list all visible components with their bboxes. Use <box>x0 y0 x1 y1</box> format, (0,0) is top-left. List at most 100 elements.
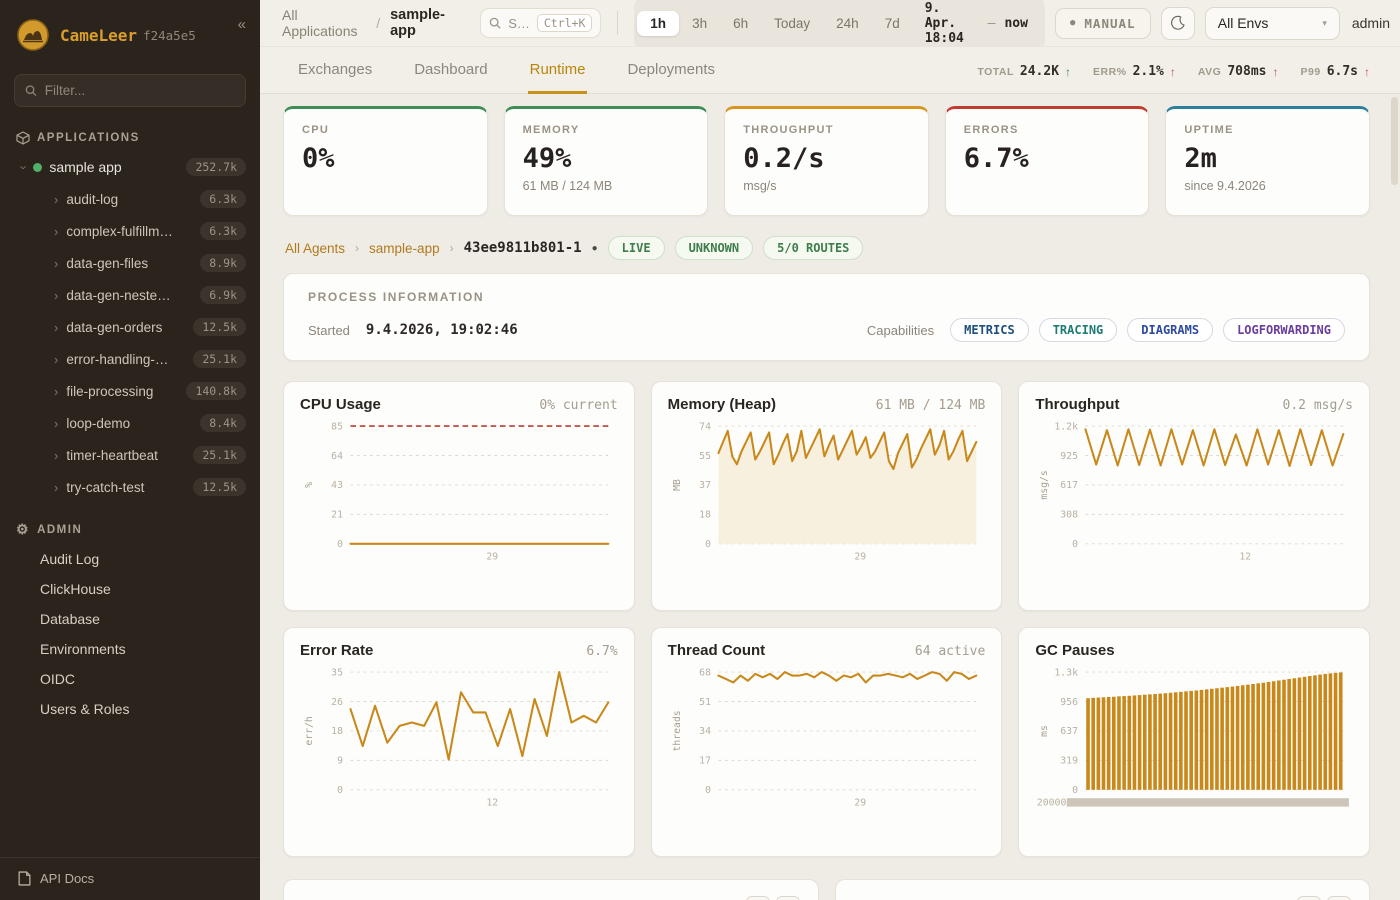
chart-canvas: 74 55 37 18 0 MB 29 <box>672 421 978 563</box>
capability-pill-tracing: TRACING <box>1038 318 1118 342</box>
breadcrumb-all-applications[interactable]: All Applications <box>282 7 358 39</box>
content-area: CPU 0% MEMORY 49% 61 MB / 124 MB THROUGHPUT 0.… <box>260 94 1400 900</box>
stat-value: 708ms <box>1227 64 1267 79</box>
chart-card-error-rate: Error Rate 6.7% 35 26 18 9 0 err/h 12 <box>283 627 635 857</box>
chart-current-value: 64 active <box>914 644 986 659</box>
sidebar-item-data-gen-orders[interactable]: › data-gen-orders 12.5k <box>0 311 260 343</box>
download-button[interactable] <box>1297 896 1321 900</box>
chart-header: Error Rate 6.7% <box>300 642 618 659</box>
sidebar-item-timer-heartbeat[interactable]: › timer-heartbeat 25.1k <box>0 439 260 471</box>
user-menu[interactable]: admin <box>1351 15 1390 31</box>
global-search[interactable]: S… Ctrl+K <box>480 8 602 38</box>
sidebar-item-data-gen-neste[interactable]: › data-gen-neste… 6.9k <box>0 279 260 311</box>
tab-runtime[interactable]: Runtime <box>527 49 588 94</box>
admin-item-users-roles[interactable]: Users & Roles <box>40 701 130 717</box>
stat-label: TOTAL <box>977 65 1014 78</box>
time-range-6h[interactable]: 6h <box>733 15 749 31</box>
refresh-button[interactable] <box>1327 896 1351 900</box>
count-badge: 6.3k <box>200 222 246 240</box>
svg-text:925: 925 <box>1061 451 1079 462</box>
tab-dashboard[interactable]: Dashboard <box>414 61 488 78</box>
admin-item-environments[interactable]: Environments <box>40 641 126 657</box>
refresh-button[interactable] <box>775 896 800 900</box>
metric-subtext: since 9.4.2026 <box>1184 179 1266 193</box>
metric-card-throughput: THROUGHPUT 0.2/s msg/s <box>724 106 929 216</box>
svg-text:18: 18 <box>699 510 711 521</box>
time-range-3h[interactable]: 3h <box>692 15 708 31</box>
tree-item-label: file-processing <box>66 383 154 399</box>
time-range-7d[interactable]: 7d <box>884 15 900 31</box>
api-docs-link[interactable]: API Docs <box>0 857 260 900</box>
cameleer-logo-icon <box>17 19 49 51</box>
started-label: Started <box>308 322 350 338</box>
admin-item-database[interactable]: Database <box>40 611 100 627</box>
count-badge: 252.7k <box>186 158 246 176</box>
svg-text:29: 29 <box>854 552 866 563</box>
sidebar-item-loop-demo[interactable]: › loop-demo 8.4k <box>0 407 260 439</box>
chart-current-value: 6.7% <box>586 644 618 659</box>
stat-value: 24.2K <box>1019 64 1060 79</box>
time-range-1h[interactable]: 1h <box>637 10 680 36</box>
admin-item-audit-log[interactable]: Audit Log <box>40 551 100 567</box>
svg-text:956: 956 <box>1061 697 1079 708</box>
agent-breadcrumb-bar: All Agents › sample-app › 43ee9811b801-1 ● LI… <box>285 236 1368 260</box>
count-badge: 6.3k <box>200 190 246 208</box>
stat-value: 2.1% <box>1132 64 1164 79</box>
metric-card-memory: MEMORY 49% 61 MB / 124 MB <box>503 106 709 216</box>
sidebar-item-complex-fulfillm[interactable]: › complex-fulfillm… 6.3k <box>0 215 260 247</box>
chevron-right-icon: › <box>54 287 59 303</box>
sidebar-item-error-handling-[interactable]: › error-handling-… 25.1k <box>0 343 260 375</box>
tree-item-label: timer-heartbeat <box>66 447 158 463</box>
date-from: 9. Apr. 18:04 <box>924 0 964 46</box>
svg-text:MB: MB <box>672 479 683 491</box>
tab-deployments[interactable]: Deployments <box>627 61 716 78</box>
chart-card-cpu-usage: CPU Usage 0% current 85 64 43 21 0% 29 <box>283 381 635 611</box>
svg-text:51: 51 <box>699 697 711 708</box>
environment-select[interactable]: All Envs ▾ <box>1204 6 1340 40</box>
capability-pills: METRICS TRACING DIAGRAMS LOGFORWARDING <box>950 318 1345 342</box>
chevron-right-icon: › <box>54 383 59 399</box>
metric-label: MEMORY <box>522 124 580 136</box>
scrollbar-thumb[interactable] <box>1391 97 1398 185</box>
sidebar-filter[interactable] <box>14 74 246 107</box>
stat-label: AVG <box>1197 65 1222 78</box>
svg-text:0: 0 <box>705 539 711 550</box>
sidebar-item-file-processing[interactable]: › file-processing 140.8k <box>0 375 260 407</box>
sidebar-item-try-catch-test[interactable]: › try-catch-test 12.5k <box>0 471 260 503</box>
manual-refresh-button[interactable]: ● MANUAL <box>1054 7 1151 39</box>
chart-title: Thread Count <box>667 642 766 659</box>
app-version: f24a5e5 <box>143 27 196 43</box>
admin-item-clickhouse[interactable]: ClickHouse <box>40 581 111 597</box>
moon-icon <box>1170 15 1185 30</box>
chart-card-throughput: Throughput 0.2 msg/s 1.2k 925 617 308 0 msg/s 12 <box>1018 381 1370 611</box>
arrow-up-icon: ↑ <box>1169 64 1176 79</box>
chevron-right-icon: › <box>54 223 59 239</box>
svg-text:21: 21 <box>331 510 343 521</box>
chart-title: Throughput <box>1035 396 1120 413</box>
chart-canvas: 68 51 34 17 0 threads 29 <box>672 667 978 809</box>
time-range-24h[interactable]: 24h <box>836 15 859 31</box>
time-range-control: 1h 3h 6h Today 24h 7d 9. Apr. 18:04 — now <box>634 0 1045 49</box>
admin-item-oidc[interactable]: OIDC <box>40 671 75 687</box>
stat-value: 6.7s <box>1326 64 1358 79</box>
count-badge: 140.8k <box>186 382 246 400</box>
svg-text:err/h: err/h <box>304 716 315 746</box>
tab-exchanges[interactable]: Exchanges <box>298 61 373 78</box>
sidebar-item-sample-app[interactable]: › sample app 252.7k <box>0 151 260 183</box>
count-badge: 8.4k <box>200 414 246 432</box>
chevron-right-icon: › <box>54 479 59 495</box>
dark-mode-toggle[interactable] <box>1160 6 1195 40</box>
agent-crumb-sample-app[interactable]: sample-app <box>369 240 440 256</box>
sidebar-collapse-icon[interactable]: « <box>237 16 246 33</box>
chart-header: Memory (Heap) 61 MB / 124 MB <box>668 396 986 413</box>
sidebar-item-data-gen-files[interactable]: › data-gen-files 8.9k <box>0 247 260 279</box>
agent-crumb-all-agents[interactable]: All Agents <box>285 240 346 256</box>
time-range-today[interactable]: Today <box>774 15 811 31</box>
filter-input[interactable] <box>44 83 235 98</box>
download-button[interactable] <box>745 896 770 900</box>
time-range-items: 1h 3h 6h Today 24h 7d <box>637 10 912 36</box>
bottom-card-title: Timeline <box>854 899 915 900</box>
date-range-display[interactable]: 9. Apr. 18:04 — now <box>913 1 1042 46</box>
sidebar-item-audit-log[interactable]: › audit-log 6.3k <box>0 183 260 215</box>
